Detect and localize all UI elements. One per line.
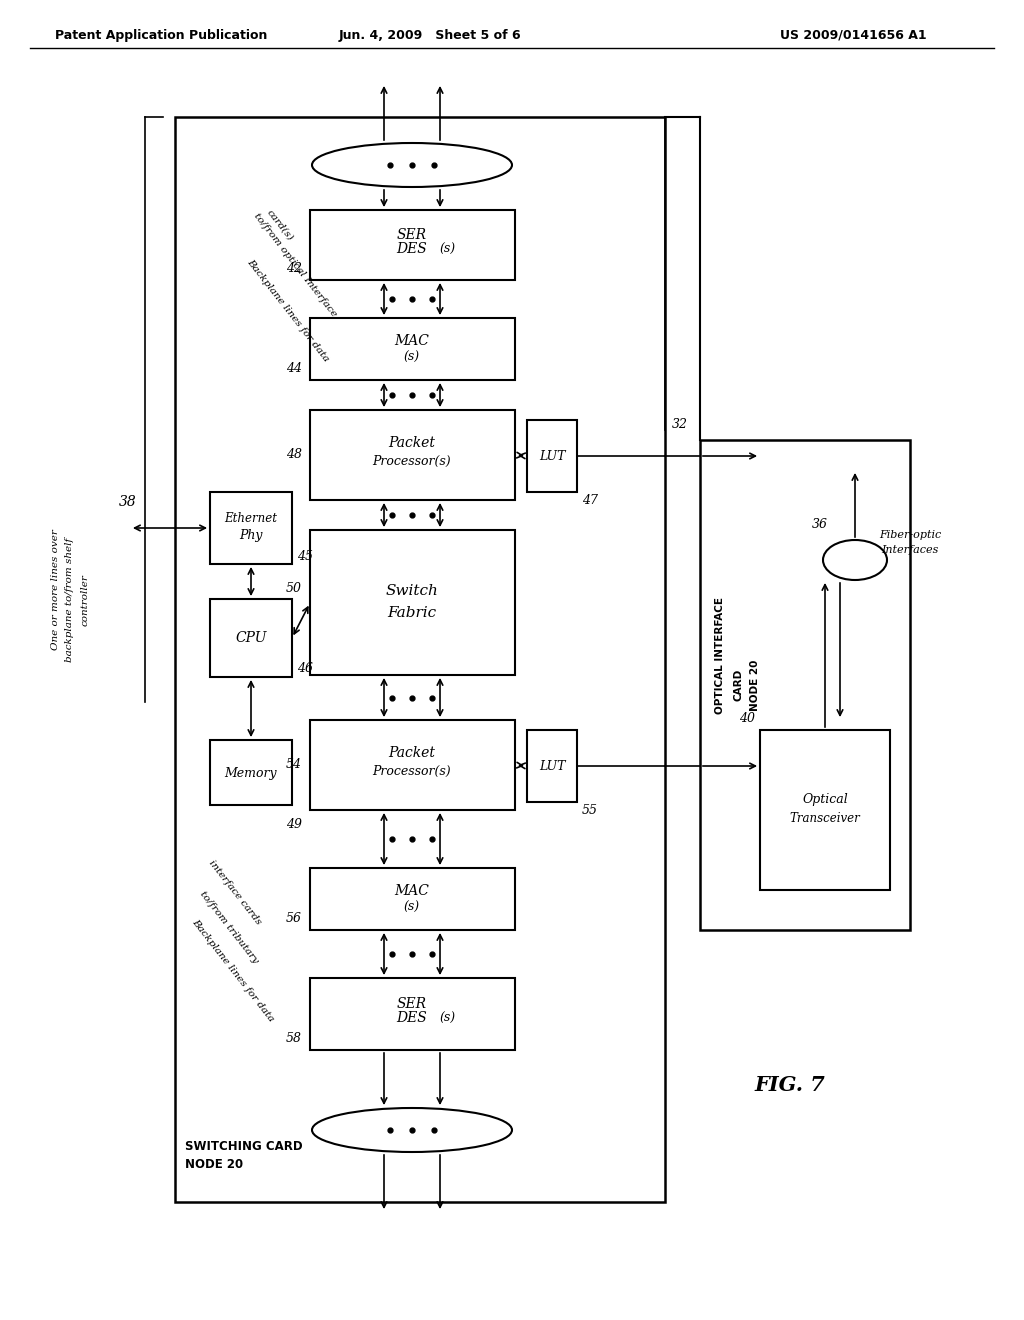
- Text: SER: SER: [397, 997, 427, 1011]
- Text: Fabric: Fabric: [387, 606, 436, 620]
- Text: 42: 42: [286, 261, 302, 275]
- Text: 58: 58: [286, 1031, 302, 1044]
- Text: 45: 45: [297, 549, 313, 562]
- Text: SER: SER: [397, 228, 427, 242]
- Text: (s): (s): [439, 243, 455, 256]
- Bar: [210, 492, 292, 564]
- Text: interface cards: interface cards: [207, 858, 263, 927]
- Text: Packet: Packet: [388, 746, 435, 760]
- Text: Memory: Memory: [224, 767, 278, 780]
- Text: card(s): card(s): [265, 207, 295, 243]
- Text: 48: 48: [286, 449, 302, 462]
- Bar: [527, 730, 577, 803]
- Text: (s): (s): [403, 900, 420, 913]
- Bar: [210, 741, 292, 805]
- Text: Interfaces: Interfaces: [882, 545, 939, 554]
- Text: Processor(s): Processor(s): [373, 454, 452, 467]
- Text: 49: 49: [286, 818, 302, 832]
- Text: 50: 50: [286, 582, 302, 594]
- Text: 47: 47: [582, 494, 598, 507]
- Bar: [310, 531, 515, 675]
- Bar: [310, 411, 515, 500]
- Ellipse shape: [312, 143, 512, 187]
- Bar: [310, 210, 515, 280]
- Bar: [310, 978, 515, 1049]
- Text: Backplane lines for data: Backplane lines for data: [245, 257, 331, 363]
- Text: Optical: Optical: [802, 793, 848, 807]
- Bar: [700, 440, 910, 931]
- Text: 32: 32: [672, 418, 688, 432]
- Text: to/from tributary: to/from tributary: [198, 890, 260, 965]
- Text: Switch: Switch: [386, 583, 438, 598]
- Bar: [760, 730, 890, 890]
- Text: SWITCHING CARD: SWITCHING CARD: [185, 1140, 303, 1154]
- Text: US 2009/0141656 A1: US 2009/0141656 A1: [780, 29, 927, 41]
- Text: 46: 46: [297, 663, 313, 676]
- Text: backplane to/from shelf: backplane to/from shelf: [66, 537, 75, 663]
- Text: Processor(s): Processor(s): [373, 764, 452, 777]
- Bar: [310, 719, 515, 810]
- Text: Jun. 4, 2009   Sheet 5 of 6: Jun. 4, 2009 Sheet 5 of 6: [339, 29, 521, 41]
- Text: 44: 44: [286, 362, 302, 375]
- Text: NODE 20: NODE 20: [185, 1158, 243, 1171]
- Text: LUT: LUT: [539, 759, 565, 772]
- Text: Patent Application Publication: Patent Application Publication: [55, 29, 267, 41]
- Text: DES: DES: [396, 1011, 427, 1026]
- Text: NODE 20: NODE 20: [750, 659, 760, 710]
- Text: 56: 56: [286, 912, 302, 924]
- Text: DES: DES: [396, 242, 427, 256]
- Text: (s): (s): [403, 351, 420, 363]
- Text: 38: 38: [119, 495, 137, 510]
- Text: LUT: LUT: [539, 450, 565, 462]
- Text: 36: 36: [812, 519, 828, 532]
- Text: FIG. 7: FIG. 7: [755, 1074, 825, 1096]
- Text: Phy: Phy: [240, 529, 263, 543]
- Bar: [210, 599, 292, 677]
- Ellipse shape: [312, 1107, 512, 1152]
- Text: (s): (s): [439, 1011, 455, 1024]
- Text: 40: 40: [739, 711, 755, 725]
- Text: MAC: MAC: [394, 334, 429, 348]
- Text: CARD: CARD: [733, 669, 743, 701]
- Text: Fiber-optic: Fiber-optic: [879, 531, 941, 540]
- Text: MAC: MAC: [394, 884, 429, 898]
- Bar: [527, 420, 577, 492]
- Text: OPTICAL INTERFACE: OPTICAL INTERFACE: [715, 597, 725, 714]
- Text: Transceiver: Transceiver: [790, 812, 860, 825]
- Text: Backplane lines for data: Backplane lines for data: [190, 917, 275, 1023]
- Text: One or more lines over: One or more lines over: [50, 529, 59, 651]
- Text: CPU: CPU: [236, 631, 266, 645]
- Ellipse shape: [823, 540, 887, 579]
- Text: Ethernet: Ethernet: [224, 511, 278, 524]
- Text: 54: 54: [286, 759, 302, 771]
- Text: to/from optical Interface: to/from optical Interface: [252, 211, 339, 318]
- Text: controller: controller: [81, 574, 89, 626]
- Bar: [310, 869, 515, 931]
- Bar: [175, 117, 665, 1203]
- Text: Packet: Packet: [388, 436, 435, 450]
- Text: 55: 55: [582, 804, 598, 817]
- Bar: [310, 318, 515, 380]
